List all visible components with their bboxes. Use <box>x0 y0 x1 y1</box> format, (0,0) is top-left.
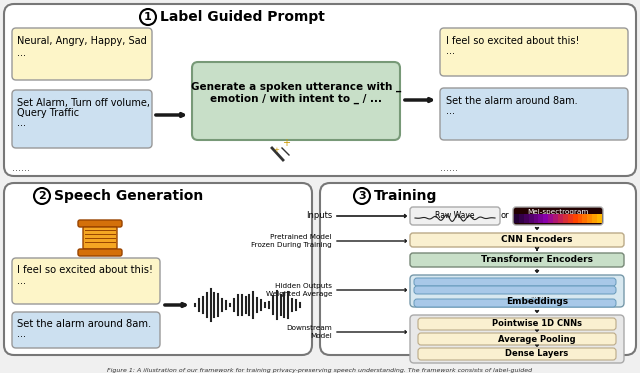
Text: Generate a spoken utterance with _
emotion / with intent to _ / ...: Generate a spoken utterance with _ emoti… <box>191 82 401 104</box>
Text: CNN Encoders: CNN Encoders <box>501 235 573 244</box>
Text: 1: 1 <box>144 12 152 22</box>
Bar <box>568 214 573 223</box>
FancyBboxPatch shape <box>4 4 636 176</box>
Bar <box>534 214 538 223</box>
FancyBboxPatch shape <box>410 233 624 247</box>
Text: 2: 2 <box>38 191 46 201</box>
FancyBboxPatch shape <box>418 333 616 345</box>
Text: Inputs: Inputs <box>306 211 332 220</box>
Text: ...: ... <box>17 329 26 339</box>
Circle shape <box>354 188 370 204</box>
FancyBboxPatch shape <box>78 220 122 227</box>
Text: Average Pooling: Average Pooling <box>498 335 576 344</box>
Text: Label Guided Prompt: Label Guided Prompt <box>160 10 325 24</box>
Text: ......: ...... <box>12 163 30 173</box>
Text: ......: ...... <box>440 163 458 173</box>
Bar <box>577 214 582 223</box>
Text: Raw Wave: Raw Wave <box>435 211 475 220</box>
FancyBboxPatch shape <box>418 318 616 330</box>
Text: Neural, Angry, Happy, Sad: Neural, Angry, Happy, Sad <box>17 36 147 46</box>
Bar <box>524 214 529 223</box>
Text: ...: ... <box>446 106 455 116</box>
Text: Pretrained Model
Frozen During Training: Pretrained Model Frozen During Training <box>252 234 332 248</box>
Text: ...: ... <box>17 118 26 128</box>
Circle shape <box>34 188 50 204</box>
Text: Pointwise 1D CNNs: Pointwise 1D CNNs <box>492 320 582 329</box>
FancyBboxPatch shape <box>513 207 603 225</box>
Bar <box>597 214 602 223</box>
Bar <box>573 214 577 223</box>
Text: ...: ... <box>17 48 26 58</box>
FancyBboxPatch shape <box>410 207 500 225</box>
Text: I feel so excited about this!: I feel so excited about this! <box>17 265 153 275</box>
Text: Transformer Encoders: Transformer Encoders <box>481 256 593 264</box>
Text: +: + <box>273 147 279 153</box>
Text: Mel-spectrogram: Mel-spectrogram <box>527 209 589 215</box>
FancyBboxPatch shape <box>12 258 160 304</box>
FancyBboxPatch shape <box>414 286 616 294</box>
Bar <box>563 214 568 223</box>
Bar <box>529 214 534 223</box>
Bar <box>553 214 558 223</box>
Bar <box>543 214 548 223</box>
Text: Speech Generation: Speech Generation <box>54 189 204 203</box>
Text: +: + <box>282 138 290 148</box>
FancyBboxPatch shape <box>440 28 628 76</box>
FancyBboxPatch shape <box>414 299 616 307</box>
FancyBboxPatch shape <box>192 62 400 140</box>
FancyBboxPatch shape <box>4 183 312 355</box>
Text: Downstream
Model: Downstream Model <box>286 325 332 339</box>
FancyBboxPatch shape <box>12 90 152 148</box>
Text: ...: ... <box>17 276 26 286</box>
FancyBboxPatch shape <box>410 253 624 267</box>
FancyBboxPatch shape <box>12 28 152 80</box>
Text: Embeddings: Embeddings <box>506 298 568 307</box>
FancyBboxPatch shape <box>414 278 616 286</box>
FancyBboxPatch shape <box>410 275 624 307</box>
FancyBboxPatch shape <box>83 227 117 249</box>
FancyBboxPatch shape <box>418 348 616 360</box>
Text: Hidden Outputs
Weighted Average: Hidden Outputs Weighted Average <box>266 283 332 297</box>
Text: 3: 3 <box>358 191 366 201</box>
Text: Training: Training <box>374 189 437 203</box>
Bar <box>582 214 588 223</box>
Text: ...: ... <box>446 46 455 56</box>
Bar <box>558 214 563 223</box>
Bar <box>592 214 597 223</box>
Text: I feel so excited about this!: I feel so excited about this! <box>446 36 579 46</box>
Circle shape <box>140 9 156 25</box>
FancyBboxPatch shape <box>320 183 636 355</box>
Bar <box>548 214 553 223</box>
Text: Dense Layers: Dense Layers <box>506 350 568 358</box>
Bar <box>514 214 519 223</box>
Bar <box>588 214 592 223</box>
Bar <box>519 214 524 223</box>
Text: Set Alarm, Turn off volume,: Set Alarm, Turn off volume, <box>17 98 150 108</box>
FancyBboxPatch shape <box>410 315 624 363</box>
Text: Query Traffic: Query Traffic <box>17 108 79 118</box>
Text: Set the alarm around 8am.: Set the alarm around 8am. <box>17 319 151 329</box>
Text: Figure 1: A illustration of our framework for training privacy-preserving speech: Figure 1: A illustration of our framewor… <box>108 368 532 373</box>
FancyBboxPatch shape <box>440 88 628 140</box>
Text: or: or <box>500 211 509 220</box>
FancyBboxPatch shape <box>12 312 160 348</box>
FancyBboxPatch shape <box>78 249 122 256</box>
Bar <box>538 214 543 223</box>
Text: Set the alarm around 8am.: Set the alarm around 8am. <box>446 96 578 106</box>
Text: ......: ...... <box>531 293 544 299</box>
